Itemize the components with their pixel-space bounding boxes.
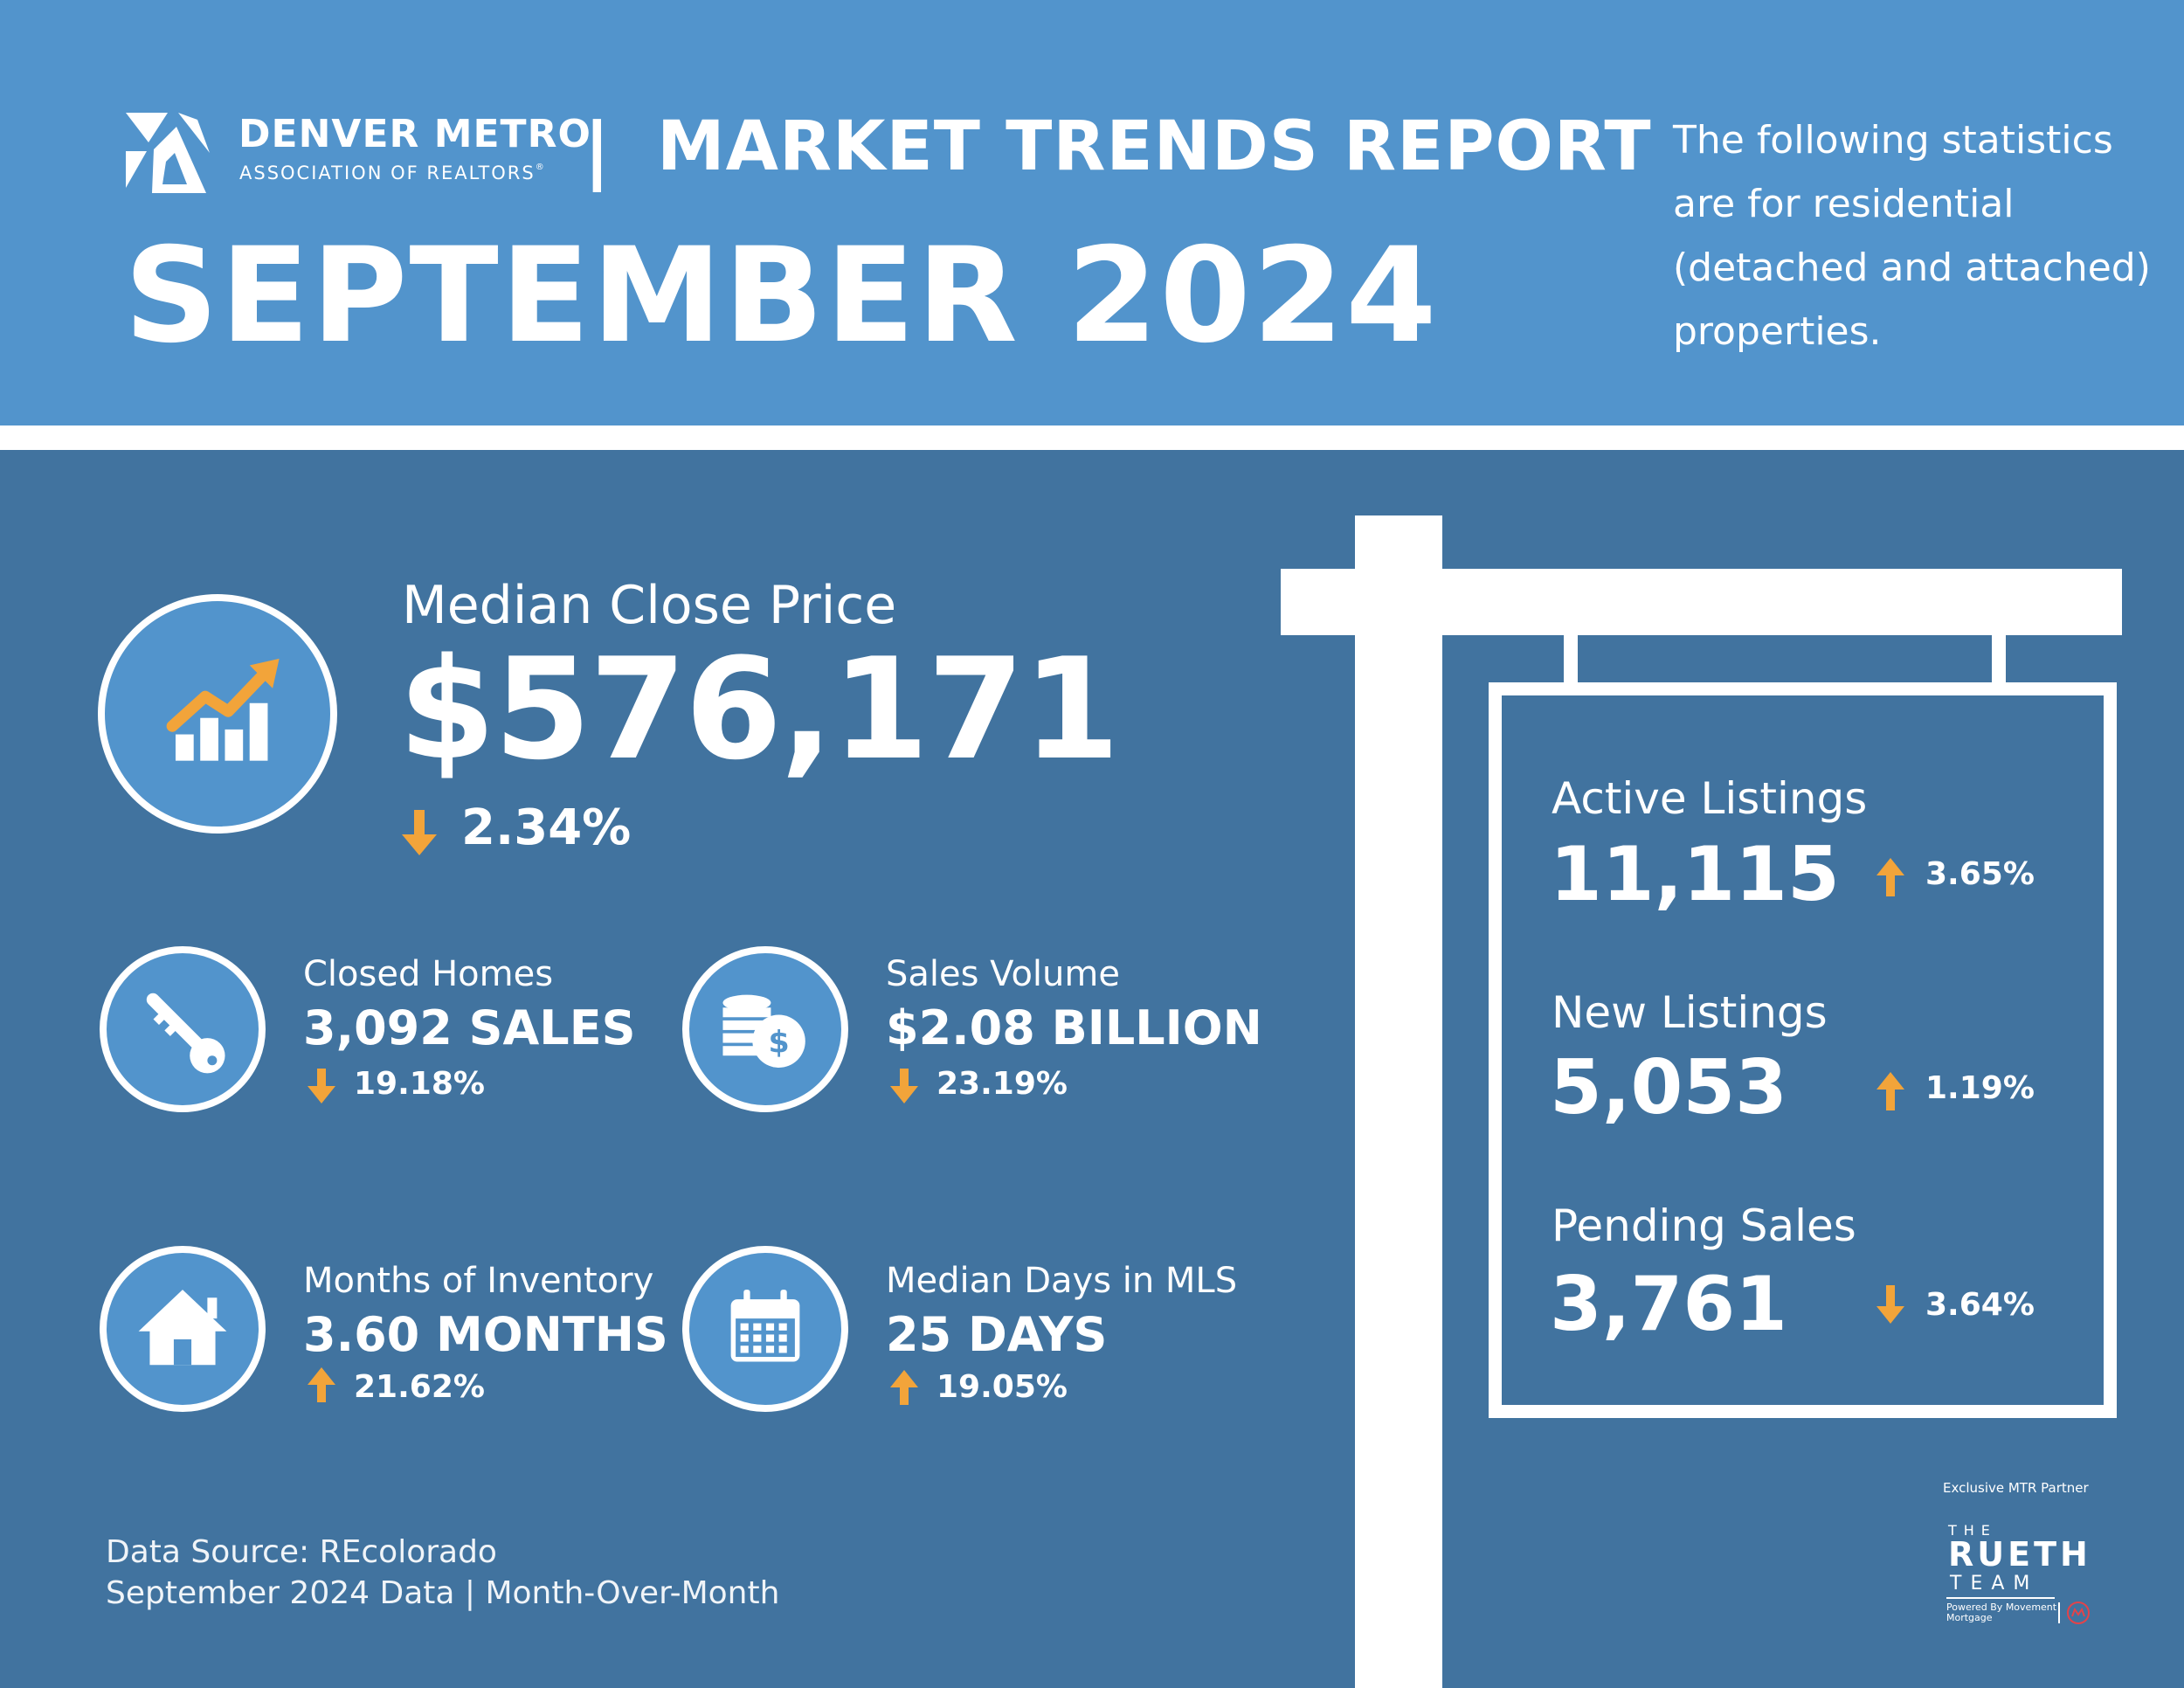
- months-of-inventory-value: 3.60 MONTHS: [303, 1307, 668, 1362]
- rueth-separator: [2058, 1602, 2060, 1623]
- header-note: The following statistics are for residen…: [1673, 118, 2151, 354]
- logo-subtitle: ASSOCIATION OF REALTORS®: [239, 163, 546, 183]
- down-arrow-icon: [308, 1069, 335, 1103]
- logo-name: DENVER METRO: [238, 112, 591, 156]
- rueth-logo-name: RUETH: [1948, 1535, 2091, 1574]
- median-close-price-value: $576,171: [398, 627, 1120, 791]
- calendar-icon: [730, 1290, 800, 1362]
- pending-sales-label: Pending Sales: [1552, 1200, 1856, 1251]
- data-source: Data Source: REcolorado: [106, 1534, 497, 1570]
- active-listings-label: Active Listings: [1552, 773, 1868, 824]
- rueth-divider: [1946, 1597, 2055, 1599]
- inventory-icon-circle: [100, 1246, 266, 1412]
- closed-homes-value: 3,092 SALES: [303, 1000, 636, 1055]
- report-title: MARKET TRENDS REPORT: [657, 107, 1652, 186]
- rising-bar-chart-icon: [166, 658, 280, 761]
- active-listings-value: 11,115: [1550, 831, 1840, 918]
- rueth-the: THE: [1948, 1522, 1997, 1539]
- up-arrow-icon: [890, 1370, 918, 1405]
- sales-volume-icon-circle: $: [682, 946, 848, 1112]
- rueth-team: TEAM: [1950, 1573, 2039, 1595]
- closed-homes-change: 19.18%: [354, 1066, 485, 1102]
- median-days-value: 25 DAYS: [886, 1307, 1108, 1362]
- header-divider: |: [584, 107, 611, 192]
- up-arrow-icon: [1876, 858, 1904, 896]
- sign-post: [1355, 515, 1442, 1688]
- up-arrow-icon: [1876, 1072, 1904, 1110]
- new-listings-label: New Listings: [1552, 987, 1828, 1038]
- down-arrow-icon: [890, 1069, 918, 1103]
- down-arrow-icon: [1876, 1285, 1904, 1324]
- median-days-change: 19.05%: [936, 1369, 1068, 1405]
- data-period: September 2024 Data | Month-Over-Month: [106, 1575, 780, 1611]
- up-arrow-icon: [308, 1367, 335, 1402]
- coins-icon: $: [722, 994, 805, 1068]
- closed-homes-icon-circle: [100, 946, 266, 1112]
- sales-volume-label: Sales Volume: [886, 954, 1120, 994]
- pending-sales-change: 3.64%: [1925, 1287, 2035, 1323]
- sign-hanger-right: [1992, 635, 2006, 684]
- median-close-price-change: 2.34%: [461, 799, 632, 856]
- denver-metro-logo-icon: [126, 113, 210, 193]
- month-title: SEPTEMBER 2024: [124, 220, 1439, 372]
- sign-crossbar: [1281, 569, 2122, 635]
- median-days-label: Median Days in MLS: [886, 1261, 1238, 1301]
- partner-label: Exclusive MTR Partner: [1943, 1480, 2089, 1496]
- sales-volume-value: $2.08 BILLION: [886, 1000, 1262, 1055]
- sign-board: [1489, 682, 2117, 1418]
- new-listings-value: 5,053: [1550, 1044, 1788, 1131]
- house-icon: [138, 1290, 227, 1366]
- months-of-inventory-change: 21.62%: [354, 1369, 485, 1405]
- median-close-price-label: Median Close Price: [402, 575, 897, 636]
- sign-hanger-left: [1564, 635, 1578, 684]
- down-arrow-icon: [402, 810, 437, 855]
- header-band: DENVER METRO ASSOCIATION OF REALTORS® | …: [0, 0, 2184, 425]
- median-price-icon-circle: [98, 594, 337, 834]
- months-of-inventory-label: Months of Inventory: [303, 1261, 654, 1301]
- new-listings-change: 1.19%: [1925, 1070, 2035, 1106]
- closed-homes-label: Closed Homes: [303, 954, 554, 994]
- pending-sales-value: 3,761: [1550, 1261, 1788, 1348]
- sales-volume-change: 23.19%: [936, 1066, 1068, 1102]
- days-icon-circle: [682, 1246, 848, 1412]
- active-listings-change: 3.65%: [1925, 856, 2035, 892]
- movement-mortgage-logo-icon: [2067, 1602, 2090, 1624]
- svg-text:$: $: [768, 1026, 789, 1061]
- key-icon: [146, 993, 225, 1074]
- rueth-powered-by: Powered By Movement Mortgage: [1946, 1602, 2057, 1623]
